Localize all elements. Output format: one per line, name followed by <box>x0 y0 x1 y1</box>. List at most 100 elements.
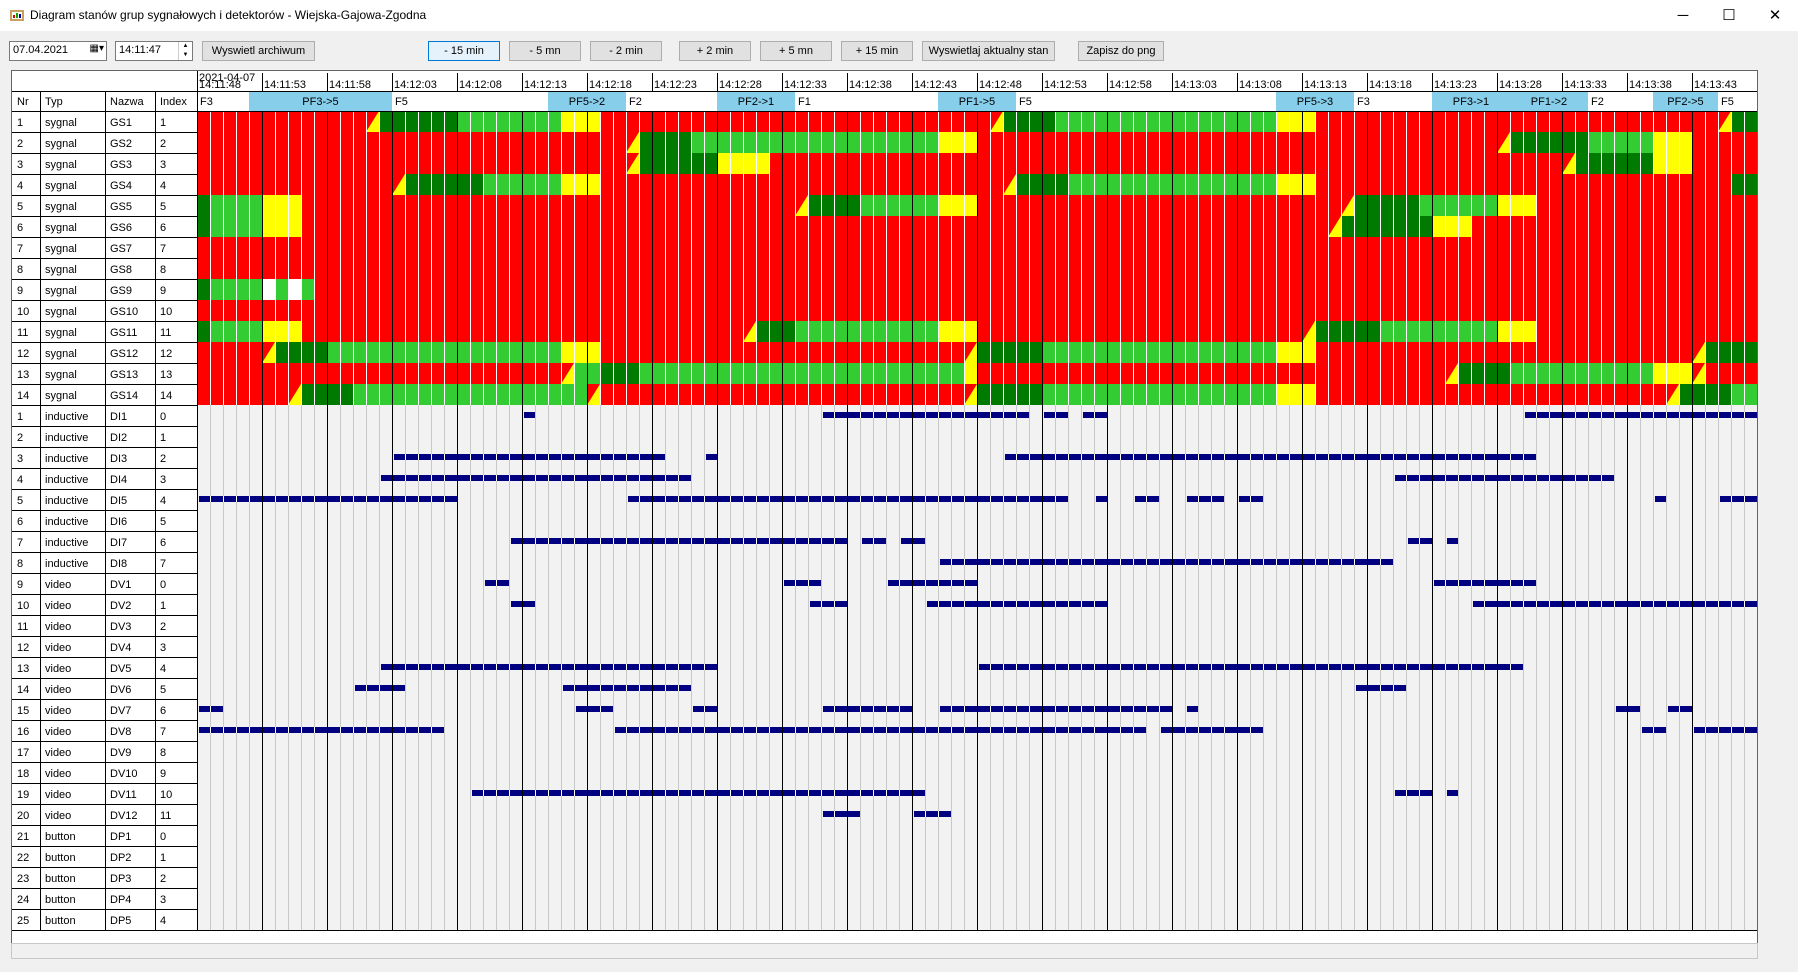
time-label: 14:12:53 <box>1044 79 1087 91</box>
row-nazwa: DI1 <box>110 411 127 423</box>
row-index: 6 <box>160 705 166 717</box>
minus-15-min-button[interactable]: - 15 min <box>428 41 500 61</box>
time-label: 14:12:08 <box>459 79 502 91</box>
phase-block <box>938 91 1016 111</box>
row-typ: video <box>45 579 71 591</box>
time-label: 14:12:28 <box>719 79 762 91</box>
row-index: 8 <box>160 264 166 276</box>
row-typ: video <box>45 600 71 612</box>
time-field[interactable]: 14:11:47 ▲ ▼ <box>115 41 193 61</box>
row-nazwa: DV8 <box>110 726 131 738</box>
horizontal-scrollbar[interactable] <box>11 943 1758 959</box>
signal-state-cell <box>964 384 977 405</box>
row-typ: inductive <box>45 432 88 444</box>
phase-label: F5 <box>1019 96 1032 108</box>
signal-state-cell <box>275 279 288 300</box>
row-typ: sygnal <box>45 180 77 192</box>
row-typ: sygnal <box>45 327 77 339</box>
phase-block <box>1653 91 1718 111</box>
signal-state-cell <box>600 174 1003 195</box>
row-typ: video <box>45 789 71 801</box>
minus-2-min-button[interactable]: - 2 min <box>590 41 662 61</box>
row-nazwa: DV12 <box>110 810 138 822</box>
detector-active-bar <box>810 601 847 607</box>
row-typ: button <box>45 894 76 906</box>
calendar-dropdown-icon[interactable]: ▦▾ <box>89 43 104 54</box>
row-index: 0 <box>160 411 166 423</box>
row-index: 4 <box>160 915 166 927</box>
detector-active-bar <box>524 412 535 418</box>
row-typ: sygnal <box>45 369 77 381</box>
row-typ: video <box>45 768 71 780</box>
signal-state-cell <box>197 279 210 300</box>
show-archive-button[interactable]: Wyswietl archiwum <box>202 41 315 61</box>
row-nazwa: DI2 <box>110 432 127 444</box>
row-index: 1 <box>160 852 166 864</box>
plus-2-min-button[interactable]: + 2 min <box>679 41 751 61</box>
phase-block <box>1510 91 1588 111</box>
phase-block <box>1718 91 1757 111</box>
row-nr: 19 <box>17 789 29 801</box>
plus-15-min-button[interactable]: + 15 min <box>841 41 913 61</box>
phase-block <box>1016 91 1276 111</box>
signal-state-cell <box>964 363 977 384</box>
signal-state-cell <box>977 384 1042 405</box>
signal-state-cell <box>1653 363 1692 384</box>
signal-state-cell <box>938 132 977 153</box>
signal-state-cell <box>769 153 1562 174</box>
signal-state-cell <box>938 321 977 342</box>
row-nazwa: DI8 <box>110 558 127 570</box>
row-nr: 24 <box>17 894 29 906</box>
row-nr: 22 <box>17 852 29 864</box>
minus-5-min-button[interactable]: - 5 mn <box>509 41 581 61</box>
phase-label: F5 <box>395 96 408 108</box>
signal-state-cell <box>1510 363 1653 384</box>
row-nr: 18 <box>17 768 29 780</box>
close-button[interactable]: ✕ <box>1752 0 1798 31</box>
row-nazwa: DV5 <box>110 663 131 675</box>
signal-state-cell <box>1692 363 1705 384</box>
row-index: 1 <box>160 600 166 612</box>
row-typ: video <box>45 810 71 822</box>
signal-state-cell <box>197 384 288 405</box>
row-nr: 13 <box>17 663 29 675</box>
phase-label: PF5->2 <box>569 96 605 108</box>
time-label: 14:11:58 <box>329 79 371 91</box>
row-nazwa: GS14 <box>110 390 138 402</box>
signal-state-cell <box>1536 195 1757 216</box>
maximize-button[interactable]: ☐ <box>1706 0 1752 31</box>
row-nr: 9 <box>17 579 23 591</box>
signal-state-cell <box>990 111 1003 132</box>
time-label: 14:13:28 <box>1499 79 1542 91</box>
row-index: 5 <box>160 684 166 696</box>
row-index: 7 <box>160 243 166 255</box>
date-picker[interactable]: 07.04.2021 ▦▾ <box>9 41 107 61</box>
signal-state-cell <box>1536 321 1757 342</box>
detector-active-bar <box>888 580 977 586</box>
time-spinner[interactable]: ▲ ▼ <box>178 42 192 60</box>
phase-label: F3 <box>1357 96 1370 108</box>
row-nazwa: DV9 <box>110 747 131 759</box>
row-nr: 4 <box>17 474 23 486</box>
minimize-button[interactable]: ─ <box>1660 0 1706 31</box>
row-index: 1 <box>160 117 166 129</box>
phase-block <box>1588 91 1653 111</box>
save-png-button[interactable]: Zapisz do png <box>1078 41 1164 61</box>
state-diagram-grid: Nr Typ Nazwa Index F3 PF3->5 F5 PF5->2 F2 PF2->1 F… <box>11 70 1758 944</box>
detector-active-bar <box>1720 496 1757 502</box>
signal-state-cell <box>639 363 964 384</box>
row-typ: video <box>45 621 71 633</box>
row-nr: 10 <box>17 600 29 612</box>
row-nazwa: DV1 <box>110 579 131 591</box>
detector-active-bar <box>1096 496 1107 502</box>
row-typ: inductive <box>45 537 88 549</box>
row-nazwa: DV4 <box>110 642 131 654</box>
row-typ: inductive <box>45 411 88 423</box>
signal-state-cell <box>1445 363 1458 384</box>
plus-5-min-button[interactable]: + 5 mn <box>760 41 832 61</box>
signal-state-cell <box>197 195 210 216</box>
detector-active-bar <box>823 811 860 817</box>
row-nr: 14 <box>17 684 29 696</box>
row-nr: 21 <box>17 831 29 843</box>
show-current-state-button[interactable]: Wyswietlaj aktualny stan <box>922 41 1055 61</box>
